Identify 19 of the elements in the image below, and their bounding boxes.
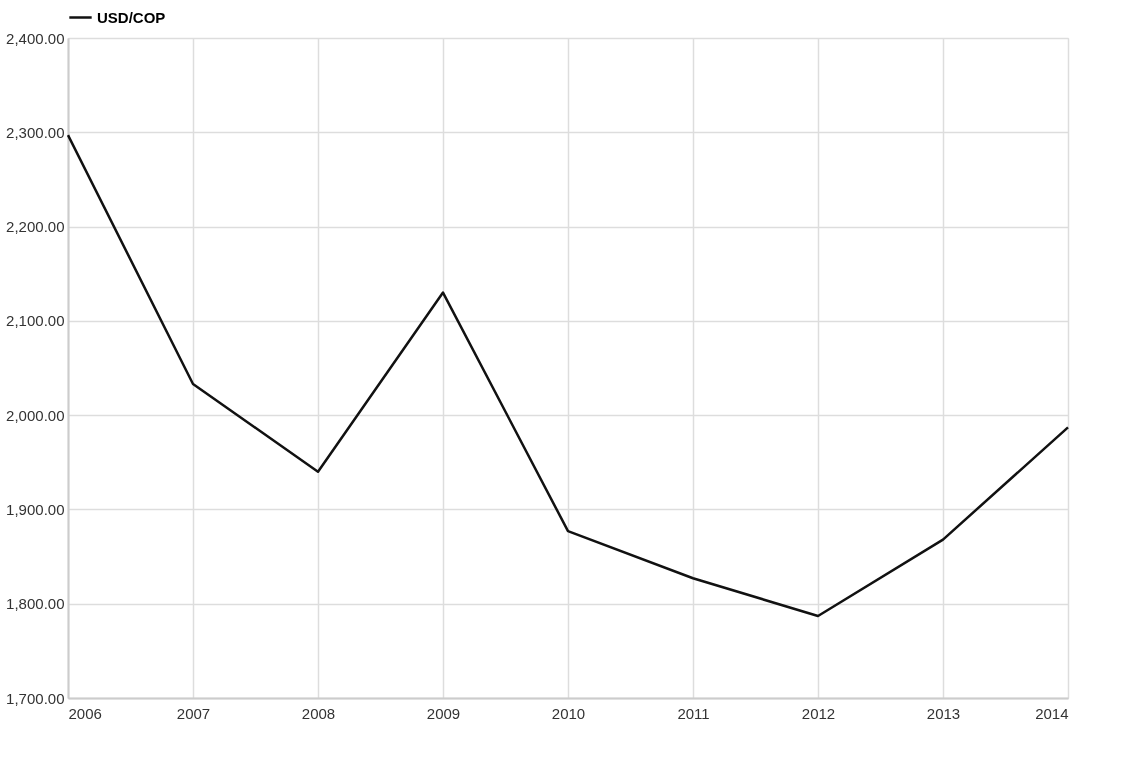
y-tick-label: 2,300.00: [6, 123, 65, 141]
x-tick-label: 2006: [68, 704, 102, 722]
y-tick-label: 1,800.00: [6, 595, 65, 613]
y-tick-label: 1,700.00: [6, 689, 65, 707]
x-tick-label: 2012: [801, 704, 836, 722]
y-tick-label: 1,900.00: [6, 500, 65, 518]
legend-label: USD/COP: [97, 8, 166, 26]
y-tick-label: 2,100.00: [6, 312, 65, 330]
x-tick-label: 2007: [176, 704, 211, 722]
x-tick-label: 2008: [301, 704, 336, 722]
y-tick-label: 2,000.00: [6, 406, 65, 424]
x-tick-label: 2011: [677, 704, 710, 722]
x-tick-label: 2014: [1035, 704, 1069, 722]
line-series: [66, 133, 1070, 618]
x-tick-label: 2013: [926, 704, 961, 722]
x-tick-label: 2009: [426, 704, 461, 722]
y-tick-label: 2,200.00: [6, 218, 65, 236]
x-tick-label: 2010: [551, 704, 586, 722]
y-tick-label: 2,400.00: [6, 29, 65, 47]
